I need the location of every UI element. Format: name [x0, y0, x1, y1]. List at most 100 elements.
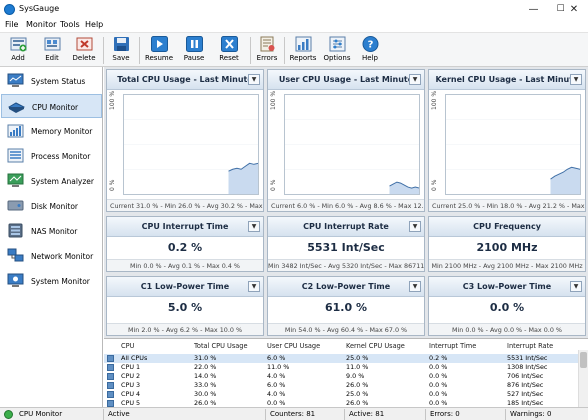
toolbar: Add Edit Delete Save Resume Pause Reset … — [0, 32, 588, 67]
cpu-icon — [107, 400, 114, 407]
options-button[interactable]: Options — [322, 34, 352, 67]
panel-title: C3 Low-Power Time — [429, 277, 585, 297]
delete-button[interactable]: Delete — [70, 34, 98, 67]
menu-monitor[interactable]: Monitor — [26, 20, 57, 29]
panel-dropdown-button[interactable]: ▼ — [570, 74, 582, 85]
total-cpu-usage-graph — [124, 119, 259, 194]
sidebar-item-nas-monitor[interactable]: NAS Monitor — [1, 219, 102, 243]
sidebar-item-disk-monitor[interactable]: Disk Monitor — [1, 194, 102, 218]
table-row[interactable]: CPU 5 26.0 % 0.0 % 26.0 % 0.0 % 185 Int/… — [104, 399, 578, 407]
minimize-button[interactable]: — — [528, 4, 539, 15]
table-row[interactable]: CPU 1 22.0 % 11.0 % 11.0 % 0.0 % 1308 In… — [104, 363, 578, 372]
table-row[interactable]: CPU 4 30.0 % 4.0 % 25.0 % 0.0 % 527 Int/… — [104, 390, 578, 399]
panel-title: Kernel CPU Usage - Last Minute — [429, 70, 585, 90]
cell-user: 6.0 % — [267, 354, 286, 362]
y-axis-min-label: 0 % — [270, 179, 277, 191]
menu-tools[interactable]: Tools — [60, 20, 80, 29]
sidebar-item-memory-monitor[interactable]: Memory Monitor — [1, 119, 102, 143]
status-ok-icon — [4, 410, 13, 419]
sidebar-item-system-monitor[interactable]: System Monitor — [1, 269, 102, 293]
pause-icon — [185, 36, 203, 52]
panel-stats: Min 54.0 % - Avg 60.4 % - Max 67.0 % — [268, 323, 424, 335]
panel-dropdown-button[interactable]: ▼ — [409, 281, 421, 292]
table-scrollbar[interactable] — [578, 350, 588, 407]
cpu-icon — [107, 391, 114, 398]
add-icon — [10, 37, 26, 52]
maximize-button[interactable]: ☐ — [556, 4, 565, 14]
panel-dropdown-button[interactable]: ▼ — [409, 221, 421, 232]
sidebar-item-process-monitor[interactable]: Process Monitor — [1, 144, 102, 168]
column-header-interrupt-rate[interactable]: Interrupt Rate — [507, 342, 554, 350]
menu-file[interactable]: File — [5, 20, 19, 29]
edit-icon — [44, 37, 60, 51]
column-header-kernel-cpu-usage[interactable]: Kernel CPU Usage — [346, 342, 405, 350]
cell-total: 26.0 % — [194, 399, 217, 407]
y-axis-max-label: 100 % — [109, 90, 116, 110]
cell-interrupt-rate: 876 Int/Sec — [507, 381, 544, 389]
table-row[interactable]: All CPUs 31.0 % 6.0 % 25.0 % 0.2 % 5531 … — [104, 354, 578, 363]
analyzer-icon — [7, 173, 24, 187]
cell-interrupt-time: 0.2 % — [429, 354, 448, 362]
sidebar-item-system-analyzer[interactable]: System Analyzer — [1, 169, 102, 193]
panel-stats: Current 6.0 % - Min 6.0 % - Avg 8.6 % - … — [268, 199, 424, 211]
cell-user: 4.0 % — [267, 372, 286, 380]
help-icon: ? — [362, 36, 378, 52]
status-bar: CPU Monitor Active Counters: 81 Active: … — [0, 407, 588, 420]
panel-dropdown-button[interactable]: ▼ — [570, 281, 582, 292]
c2-low-power-time-panel: C2 Low-Power Time ▼ 61.0 % Min 54.0 % - … — [267, 276, 425, 336]
table-row[interactable]: CPU 2 14.0 % 4.0 % 9.0 % 0.0 % 706 Int/S… — [104, 372, 578, 381]
add-label: Add — [11, 54, 25, 62]
panel-dropdown-button[interactable]: ▼ — [248, 281, 260, 292]
edit-button[interactable]: Edit — [38, 34, 66, 67]
user-cpu-usage-panel: User CPU Usage - Last Minute ▼ 100 % 0 %… — [267, 69, 425, 212]
pause-label: Pause — [183, 54, 205, 62]
cell-interrupt-time: 0.0 % — [429, 363, 448, 371]
sidebar-item-network-monitor[interactable]: Network Monitor — [1, 244, 102, 268]
resume-button[interactable]: Resume — [144, 34, 174, 67]
pause-button[interactable]: Pause — [180, 34, 208, 67]
scrollbar-thumb[interactable] — [580, 352, 587, 368]
series-line — [550, 166, 581, 180]
column-header-user-cpu-usage[interactable]: User CPU Usage — [267, 342, 321, 350]
reset-label: Reset — [219, 54, 239, 62]
cpu-table: CPU Total CPU Usage User CPU Usage Kerne… — [104, 338, 588, 407]
series-area — [228, 163, 258, 194]
close-button[interactable]: ✕ — [569, 4, 579, 15]
table-row[interactable]: CPU 3 33.0 % 6.0 % 26.0 % 0.0 % 876 Int/… — [104, 381, 578, 390]
menu-help[interactable]: Help — [85, 20, 104, 29]
status-divider — [344, 409, 345, 420]
errors-button[interactable]: Errors — [254, 34, 280, 67]
column-header-cpu[interactable]: CPU — [121, 342, 135, 350]
save-button[interactable]: Save — [108, 34, 134, 67]
add-button[interactable]: Add — [4, 34, 32, 67]
panel-value: 5.0 % — [167, 301, 203, 314]
panel-dropdown-button[interactable]: ▼ — [409, 74, 421, 85]
help-button[interactable]: ? Help — [358, 34, 382, 67]
network-icon — [7, 248, 24, 262]
panel-value: 61.0 % — [325, 301, 367, 314]
edit-label: Edit — [45, 54, 59, 62]
reset-button[interactable]: Reset — [215, 34, 243, 67]
column-header-total-cpu-usage[interactable]: Total CPU Usage — [194, 342, 248, 350]
save-label: Save — [112, 54, 130, 62]
panel-stats: Current 31.0 % - Min 26.0 % - Avg 30.2 %… — [107, 199, 263, 211]
reports-button[interactable]: Reports — [288, 34, 318, 67]
cell-kernel: 26.0 % — [346, 381, 369, 389]
cell-kernel: 26.0 % — [346, 399, 369, 407]
panel-stats: Min 0.0 % - Avg 0.1 % - Max 0.4 % — [107, 259, 263, 271]
column-header-interrupt-time[interactable]: Interrupt Time — [429, 342, 477, 350]
cell-total: 30.0 % — [194, 390, 217, 398]
panel-dropdown-button[interactable]: ▼ — [248, 221, 260, 232]
total-cpu-usage-chart — [123, 94, 259, 195]
panel-dropdown-button[interactable]: ▼ — [248, 74, 260, 85]
sidebar-item-cpu-monitor[interactable]: CPU Monitor — [1, 94, 102, 118]
cell-interrupt-rate: 1308 Int/Sec — [507, 363, 548, 371]
cell-user: 11.0 % — [267, 363, 290, 371]
cell-interrupt-time: 0.0 % — [429, 399, 448, 407]
status-state: Active — [108, 410, 130, 418]
sidebar-item-system-status[interactable]: System Status — [1, 69, 102, 93]
errors-label: Errors — [256, 54, 278, 62]
panel-stats: Current 25.0 % - Min 18.0 % - Avg 21.2 %… — [429, 199, 585, 211]
status-warnings: Warnings: 0 — [510, 410, 552, 418]
cell-interrupt-rate: 185 Int/Sec — [507, 399, 544, 407]
